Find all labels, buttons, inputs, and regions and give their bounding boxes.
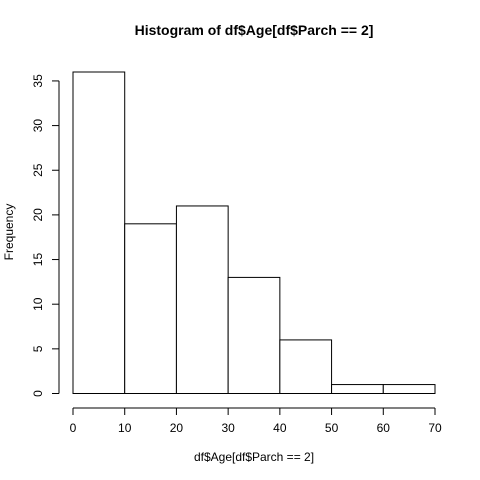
x-tick-label: 10	[118, 421, 132, 435]
x-tick-label: 20	[170, 421, 184, 435]
y-axis: 0 5 10 15 20 25 30 35	[31, 74, 60, 397]
histogram-bar	[331, 384, 384, 395]
y-tick-label: 5	[31, 345, 45, 352]
histogram-bar	[72, 71, 126, 394]
histogram-bar	[279, 339, 333, 394]
y-tick-label: 10	[31, 297, 45, 311]
x-tick-label: 0	[70, 421, 77, 435]
x-tick-label: 60	[377, 421, 391, 435]
chart-title: Histogram of df$Age[df$Parch == 2]	[135, 22, 374, 38]
y-tick-label: 15	[31, 253, 45, 267]
y-tick-label: 20	[31, 208, 45, 222]
histogram-bar	[227, 276, 281, 394]
x-tick-label: 70	[428, 421, 442, 435]
x-tick-label: 30	[221, 421, 235, 435]
y-tick-label: 25	[31, 163, 45, 177]
bars-group	[72, 71, 436, 395]
y-tick-label: 35	[31, 74, 45, 88]
histogram-bar	[382, 384, 436, 395]
x-axis-label: df$Age[df$Parch == 2]	[194, 450, 314, 464]
y-tick-label: 30	[31, 119, 45, 133]
x-tick-label: 50	[325, 421, 339, 435]
x-axis: 0 10 20 30 40 50 60 70	[70, 407, 442, 435]
histogram-bar	[124, 223, 177, 394]
y-axis-label: Frequency	[2, 204, 16, 261]
histogram-bar	[175, 205, 229, 394]
y-tick-label: 0	[31, 390, 45, 397]
x-tick-label: 40	[273, 421, 287, 435]
